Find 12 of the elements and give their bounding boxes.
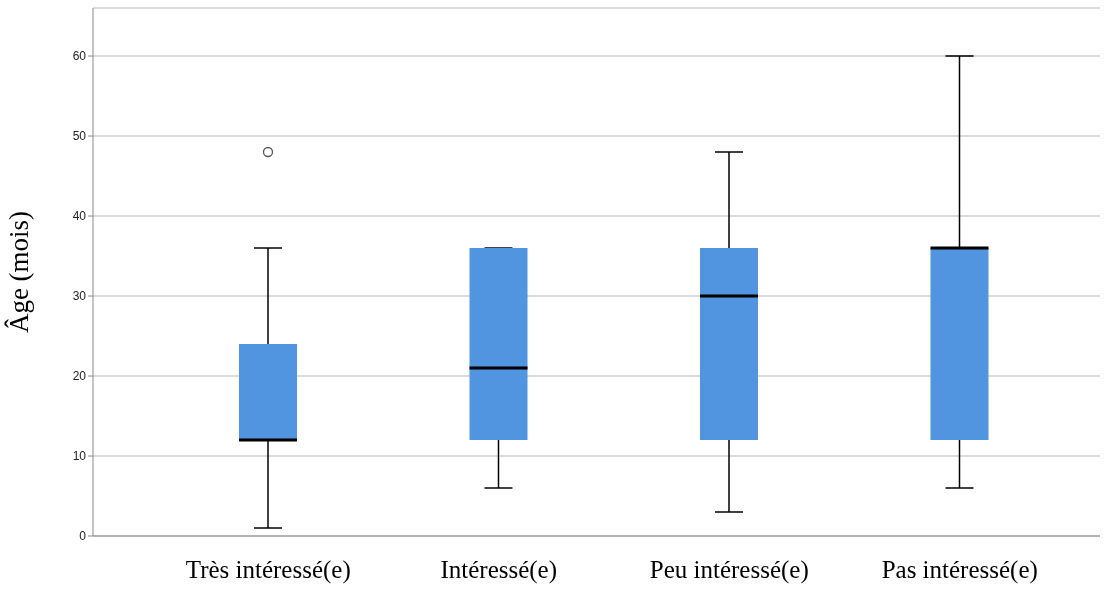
y-axis-title: Âge (mois) bbox=[3, 210, 34, 334]
y-tick-label: 30 bbox=[72, 289, 87, 304]
x-tick-label: Peu intéressé(e) bbox=[649, 555, 809, 584]
y-tick-label: 10 bbox=[72, 449, 87, 464]
x-tick-label: Intéressé(e) bbox=[440, 555, 558, 584]
y-tick-label: 20 bbox=[72, 369, 87, 384]
x-tick-label: Très intéressé(e) bbox=[185, 555, 351, 584]
y-tick-label: 0 bbox=[79, 529, 87, 544]
y-tick-label: 50 bbox=[72, 129, 87, 144]
x-tick-label: Pas intéressé(e) bbox=[881, 555, 1038, 584]
y-tick-label: 40 bbox=[72, 209, 87, 224]
y-tick-label: 60 bbox=[72, 49, 87, 64]
